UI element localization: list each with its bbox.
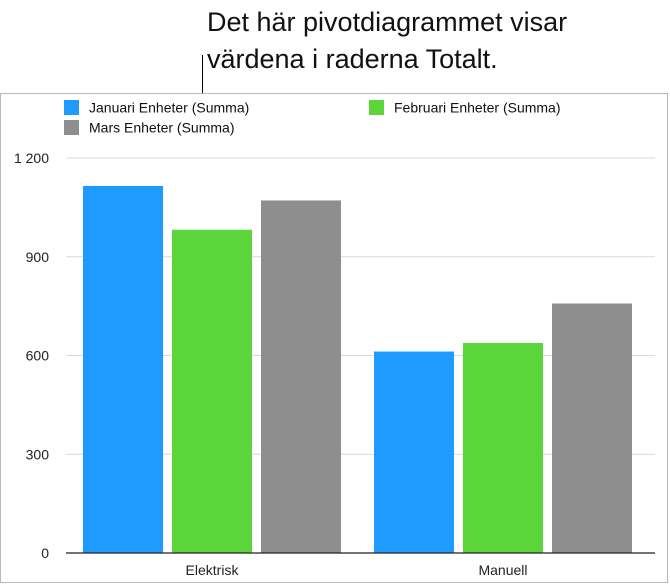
bars xyxy=(83,185,632,553)
y-tick-label: 1 200 xyxy=(14,150,49,166)
x-tick-label: Manuell xyxy=(478,562,527,578)
bar[interactable] xyxy=(83,185,163,553)
legend-swatch xyxy=(64,100,79,115)
legend[interactable]: Januari Enheter (Summa) Februari Enheter … xyxy=(64,100,561,136)
bar[interactable] xyxy=(463,342,543,553)
callout-line-2: värdena i raderna Totalt. xyxy=(207,44,498,74)
callout-text: Det här pivotdiagrammet visar värdena i … xyxy=(207,4,667,78)
callout-leader-line xyxy=(202,55,203,93)
bar[interactable] xyxy=(374,351,454,553)
bar[interactable] xyxy=(172,229,252,553)
legend-label: Januari Enheter (Summa) xyxy=(89,100,249,116)
legend-label: Mars Enheter (Summa) xyxy=(89,120,234,136)
legend-swatch xyxy=(369,100,384,115)
legend-swatch xyxy=(64,120,79,135)
y-tick-label: 0 xyxy=(41,545,49,561)
bar[interactable] xyxy=(261,200,341,553)
y-tick-label: 900 xyxy=(26,249,50,265)
axes: 0 300 600 900 1 200 Elektrisk Manuell xyxy=(14,150,655,578)
callout-line-1: Det här pivotdiagrammet visar xyxy=(207,7,568,37)
bar[interactable] xyxy=(552,303,632,553)
y-tick-label: 600 xyxy=(26,348,50,364)
x-tick-label: Elektrisk xyxy=(186,562,240,578)
legend-label: Februari Enheter (Summa) xyxy=(394,100,561,116)
chart-frame xyxy=(0,93,668,583)
y-tick-label: 300 xyxy=(26,446,50,462)
